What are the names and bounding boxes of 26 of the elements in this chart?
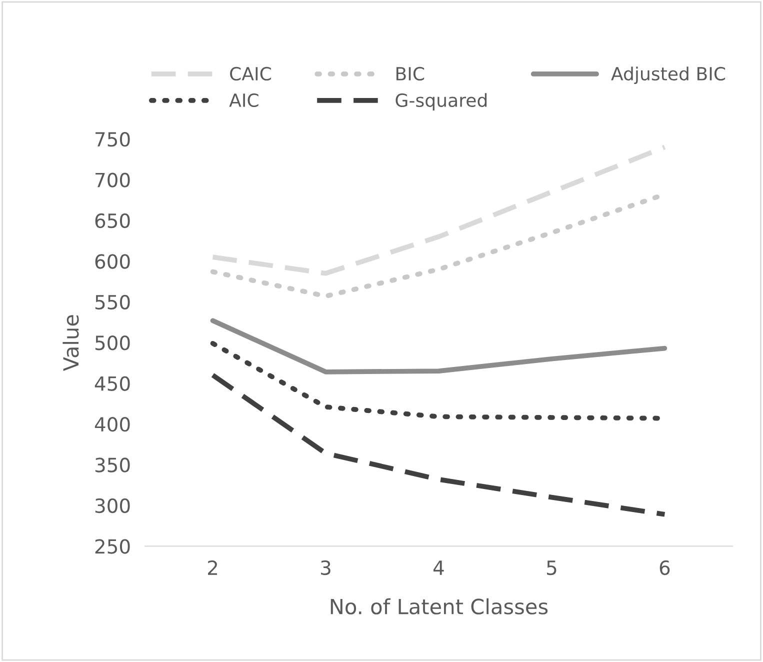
y-tick-label: 550 [95,294,130,310]
y-tick-label: 600 [95,254,130,269]
legend-label: AIC [229,93,258,108]
x-tick-label: 2 [208,560,217,575]
y-tick-label: 500 [95,336,130,350]
line-series [210,372,668,517]
y-tick-label: 250 [95,539,130,554]
legend-label: CAIC [230,66,271,81]
x-axis-title: No. of Latent Classes [330,598,548,614]
x-tick-label: 6 [660,560,670,576]
line-series [210,318,668,374]
x-tick-label: 4 [433,560,444,575]
y-tick-label: 650 [95,213,130,228]
legend-label: Adjusted BIC [611,66,726,84]
y-tick-label: 700 [96,172,130,188]
y-tick-label: 450 [94,376,130,391]
y-tick-label: 400 [94,416,130,432]
y-tick-label: 300 [95,498,130,514]
y-tick-label: 750 [96,132,130,147]
x-tick-label: 5 [547,560,556,576]
x-tick-label: 3 [321,560,330,576]
y-tick-label: 350 [95,458,130,472]
line-series [210,144,668,276]
y-axis-title: Value [62,315,79,372]
legend-label: G-squared [396,93,487,111]
legend-label: BIC [396,66,424,81]
